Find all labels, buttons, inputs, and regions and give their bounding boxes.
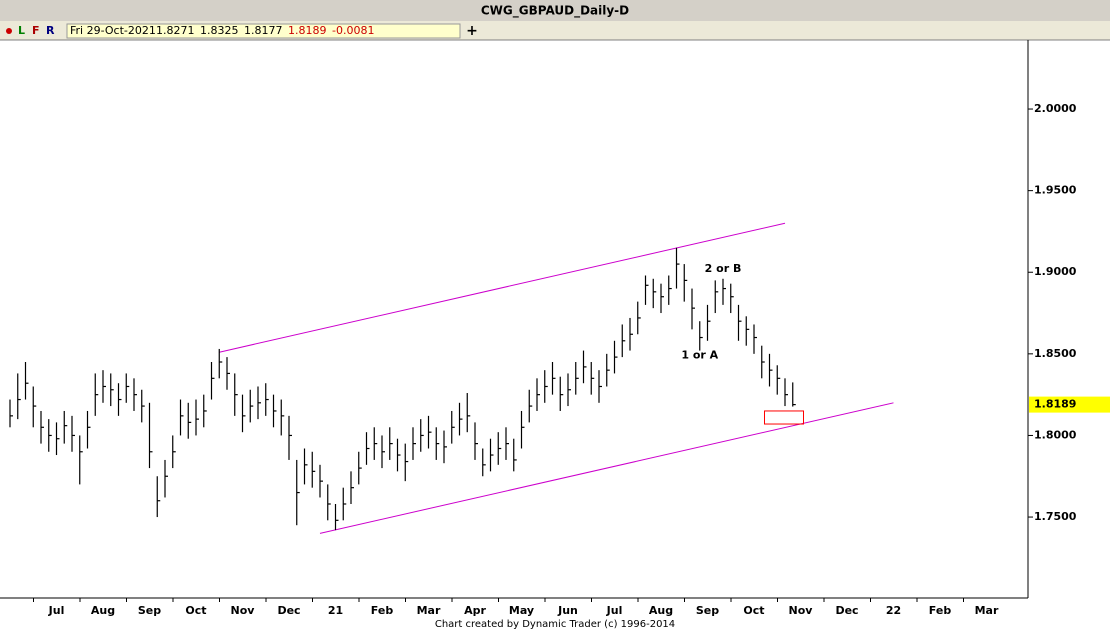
y-tick-label: 1.9000 [1034, 265, 1077, 278]
x-tick-label: Feb [371, 604, 394, 617]
x-tick-label: Jul [606, 604, 623, 617]
y-tick-label: 1.8500 [1034, 347, 1077, 360]
add-button[interactable]: + [466, 23, 478, 39]
record-icon[interactable] [6, 28, 12, 34]
x-tick-label: Mar [417, 604, 441, 617]
window-title: CWG_GBPAUD_Daily-D [481, 4, 629, 19]
x-tick-label: Apr [464, 604, 486, 617]
y-tick-label: 2.0000 [1034, 102, 1077, 115]
bar-change: -0.0081 [332, 24, 374, 37]
annotation: 1 or A [681, 348, 718, 361]
data-window [66, 23, 461, 39]
bar-low: 1.8177 [244, 24, 283, 37]
x-tick-label: 21 [328, 604, 343, 617]
x-tick-label: Oct [185, 604, 206, 617]
y-tick-label: 1.7500 [1034, 510, 1077, 523]
bar-open: 1.8271 [156, 24, 195, 37]
annotation: 2 or B [705, 262, 742, 275]
toolbar-button[interactable]: L [18, 24, 25, 37]
footer: Chart created by Dynamic Trader (c) 1996… [435, 619, 675, 630]
y-tick-label: 1.9500 [1034, 184, 1077, 197]
x-tick-label: Mar [975, 604, 999, 617]
x-tick-label: Feb [929, 604, 952, 617]
trendline [319, 402, 894, 534]
x-tick-label: Jul [48, 604, 65, 617]
x-tick-label: Dec [277, 604, 300, 617]
x-tick-label: Sep [138, 604, 161, 617]
title-bar [0, 0, 1110, 21]
target-box [764, 410, 804, 425]
bar-close: 1.8189 [288, 24, 327, 37]
x-tick-label: Jun [557, 604, 578, 617]
x-tick-label: Dec [835, 604, 858, 617]
x-tick-label: Nov [231, 604, 256, 617]
x-tick-label: May [509, 604, 534, 617]
toolbar-button[interactable]: R [46, 24, 55, 37]
trendline [219, 222, 786, 353]
y-tick-label: 1.8000 [1034, 428, 1077, 441]
x-tick-label: Oct [743, 604, 764, 617]
x-tick-label: 22 [886, 604, 901, 617]
x-tick-label: Sep [696, 604, 719, 617]
x-tick-label: Aug [91, 604, 115, 617]
bar-high: 1.8325 [200, 24, 239, 37]
last-price-box [1029, 396, 1110, 413]
last-price-label: 1.8189 [1034, 398, 1076, 411]
x-tick-label: Aug [649, 604, 673, 617]
x-tick-label: Nov [789, 604, 814, 617]
toolbar-button[interactable]: F [32, 24, 40, 37]
bar-date: Fri 29-Oct-2021 [70, 24, 156, 37]
